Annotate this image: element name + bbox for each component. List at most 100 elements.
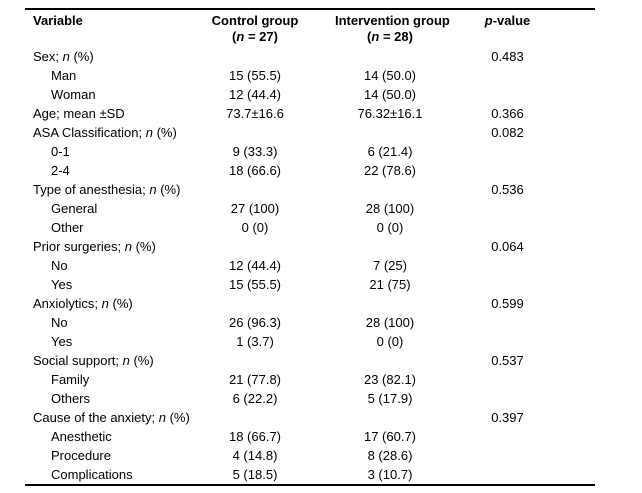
p-value-cell: [445, 427, 570, 446]
row-label: ASA Classification; n (%): [33, 125, 177, 140]
p-value-cell: [445, 446, 570, 465]
row-label: Woman: [51, 87, 96, 102]
table-row: Anesthetic 18 (66.7) 17 (60.7): [25, 427, 595, 446]
intervention-group-value: [335, 408, 445, 427]
table-row: Age; mean ±SD 73.7±16.6 76.32±16.1 0.366: [25, 104, 595, 123]
control-group-value: 4 (14.8): [232, 448, 278, 463]
intervention-group-value: 17 (60.7): [363, 429, 417, 444]
table-row: Family 21 (77.8) 23 (82.1): [25, 370, 595, 389]
row-label: No: [51, 258, 68, 273]
control-group-value: 27 (100): [230, 201, 280, 216]
table-row: 0-1 9 (33.3) 6 (21.4): [25, 142, 595, 161]
intervention-group-value: 28 (100): [365, 315, 415, 330]
row-label: Procedure: [51, 448, 111, 463]
header-control-group-n: (n = 27): [232, 29, 278, 44]
intervention-group-value: 23 (82.1): [363, 372, 417, 387]
control-group-value: 15 (55.5): [228, 68, 282, 83]
row-label: 0-1: [51, 144, 70, 159]
row-label: Anxiolytics; n (%): [33, 296, 133, 311]
header-intervention-group-label: Intervention group: [335, 13, 450, 28]
intervention-group-value: 7 (25): [373, 258, 407, 273]
control-group-value: [175, 123, 335, 142]
p-value-cell: [445, 199, 570, 218]
table-row: Complications 5 (18.5) 3 (10.7): [25, 465, 595, 484]
control-group-value: [175, 47, 335, 66]
control-group-value: 18 (66.7): [228, 429, 282, 444]
table-row: ASA Classification; n (%) 0.082: [25, 123, 595, 142]
p-value-cell: 0.397: [491, 410, 524, 425]
control-group-value: 5 (18.5): [232, 467, 278, 482]
intervention-group-value: 14 (50.0): [363, 87, 417, 102]
row-label: 2-4: [51, 163, 70, 178]
intervention-group-value: 0 (0): [376, 220, 404, 235]
p-value-cell: [445, 313, 570, 332]
p-value-cell: 0.537: [491, 353, 524, 368]
table-row: Cause of the anxiety; n (%) 0.397: [25, 408, 595, 427]
intervention-group-value: [335, 180, 445, 199]
p-value-cell: 0.483: [491, 49, 524, 64]
p-value-cell: [445, 66, 570, 85]
row-label: Anesthetic: [51, 429, 112, 444]
p-value-cell: [445, 161, 570, 180]
intervention-group-value: [335, 237, 445, 256]
table-row: Yes 1 (3.7) 0 (0): [25, 332, 595, 351]
table-row: No 12 (44.4) 7 (25): [25, 256, 595, 275]
intervention-group-value: 5 (17.9): [367, 391, 413, 406]
header-variable: Variable: [25, 13, 175, 45]
p-value-cell: [445, 389, 570, 408]
row-label: Man: [51, 68, 77, 83]
header-intervention-group: Intervention group (n = 28): [335, 13, 450, 45]
row-label: No: [51, 315, 68, 330]
p-value-cell: 0.599: [491, 296, 524, 311]
header-intervention-group-n: (n = 28): [367, 29, 413, 44]
intervention-group-value: 28 (100): [365, 201, 415, 216]
control-group-value: [175, 237, 335, 256]
control-group-value: [175, 180, 335, 199]
table-body: Sex; n (%) 0.483 Man 15 (55.5) 14 (50.0)…: [25, 47, 595, 484]
row-label: Sex; n (%): [33, 49, 94, 64]
table-row: Procedure 4 (14.8) 8 (28.6): [25, 446, 595, 465]
p-value-cell: [445, 465, 570, 484]
intervention-group-value: 0 (0): [376, 334, 404, 349]
table-row: General 27 (100) 28 (100): [25, 199, 595, 218]
header-p-value-label: p-value: [484, 13, 531, 28]
intervention-group-value: 6 (21.4): [367, 144, 413, 159]
table-row: Others 6 (22.2) 5 (17.9): [25, 389, 595, 408]
p-value-cell: [445, 275, 570, 294]
row-label: Type of anesthesia; n (%): [33, 182, 181, 197]
intervention-group-value: 21 (75): [369, 277, 411, 292]
row-label: Cause of the anxiety; n (%): [33, 410, 190, 425]
row-label: Social support; n (%): [33, 353, 154, 368]
table-row: Social support; n (%) 0.537: [25, 351, 595, 370]
p-value-cell: 0.064: [491, 239, 524, 254]
table-row: 2-4 18 (66.6) 22 (78.6): [25, 161, 595, 180]
header-control-group: Control group (n = 27): [175, 13, 335, 45]
p-value-cell: 0.366: [491, 106, 524, 121]
p-value-cell: [445, 256, 570, 275]
control-group-value: 1 (3.7): [236, 334, 274, 349]
row-label: Family: [51, 372, 90, 387]
control-group-value: 73.7±16.6: [226, 106, 284, 121]
row-label: Age; mean ±SD: [33, 106, 125, 121]
p-value-cell: [445, 370, 570, 389]
row-label: Yes: [51, 277, 73, 292]
row-label: Prior surgeries; n (%): [33, 239, 156, 254]
control-group-value: 6 (22.2): [232, 391, 278, 406]
table-row: Yes 15 (55.5) 21 (75): [25, 275, 595, 294]
p-value-cell: [445, 332, 570, 351]
intervention-group-value: 3 (10.7): [367, 467, 413, 482]
control-group-value: [175, 294, 335, 313]
table-row: Sex; n (%) 0.483: [25, 47, 595, 66]
intervention-group-value: 76.32±16.1: [357, 106, 423, 121]
p-value-cell: 0.082: [491, 125, 524, 140]
table-row: Prior surgeries; n (%) 0.064: [25, 237, 595, 256]
intervention-group-value: 8 (28.6): [367, 448, 413, 463]
intervention-group-value: [335, 123, 445, 142]
table-header-row: Variable Control group (n = 27) Interven…: [25, 10, 595, 47]
table-row: No 26 (96.3) 28 (100): [25, 313, 595, 332]
control-group-value: 26 (96.3): [228, 315, 282, 330]
table-row: Woman 12 (44.4) 14 (50.0): [25, 85, 595, 104]
intervention-group-value: 14 (50.0): [363, 68, 417, 83]
control-group-value: 15 (55.5): [228, 277, 282, 292]
